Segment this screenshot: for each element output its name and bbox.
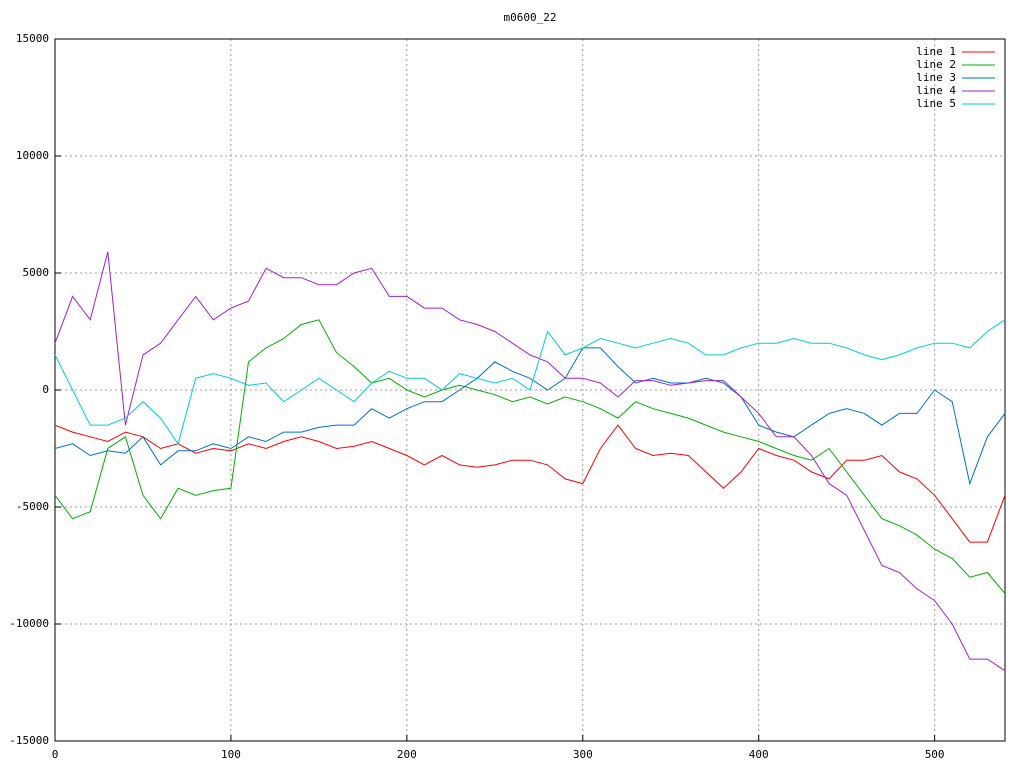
x-tick-label: 0 (52, 748, 59, 761)
y-tick-label: 15000 (16, 32, 49, 45)
x-tick-label: 200 (397, 748, 417, 761)
y-tick-label: -15000 (9, 734, 49, 747)
series-line (54, 251, 1006, 672)
legend-label: line 1 (916, 45, 956, 58)
legend-label: line 4 (916, 84, 956, 97)
series-line (54, 319, 1006, 594)
series-line (54, 347, 1006, 486)
chart-title: m0600_22 (504, 11, 557, 24)
legend-label: line 3 (916, 71, 956, 84)
y-tick-label: 10000 (16, 149, 49, 162)
x-tick-label: 300 (573, 748, 593, 761)
y-tick-label: -10000 (9, 617, 49, 630)
legend-label: line 5 (916, 97, 956, 110)
x-tick-label: 100 (221, 748, 241, 761)
y-tick-label: -5000 (16, 500, 49, 513)
legend-label: line 2 (916, 58, 956, 71)
y-tick-label: 5000 (23, 266, 50, 279)
series-line (54, 319, 1006, 445)
x-tick-label: 400 (749, 748, 769, 761)
plot-frame (54, 38, 1006, 742)
x-tick-label: 500 (925, 748, 945, 761)
y-tick-label: 0 (42, 383, 49, 396)
series-line (54, 424, 1006, 543)
